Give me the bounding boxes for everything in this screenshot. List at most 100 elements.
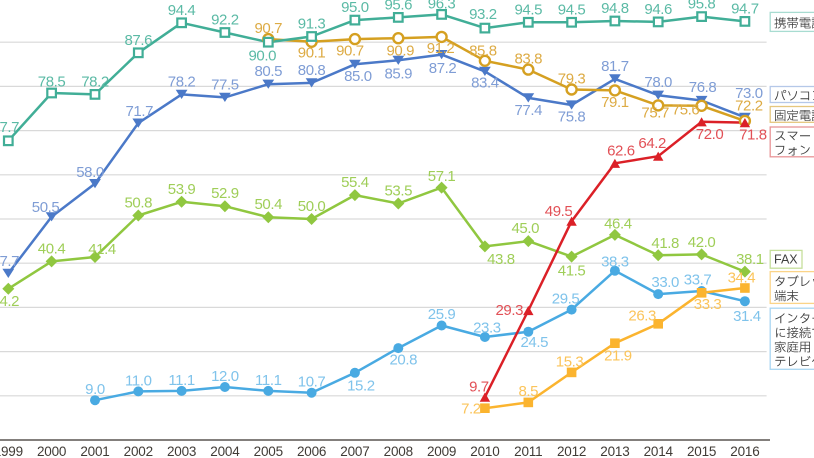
svg-text:12.0: 12.0 (211, 368, 239, 385)
svg-text:40.4: 40.4 (38, 240, 66, 257)
svg-text:80.8: 80.8 (298, 62, 326, 79)
svg-text:94.4: 94.4 (168, 2, 196, 19)
svg-text:2001: 2001 (80, 444, 109, 458)
svg-text:75.6: 75.6 (672, 102, 700, 119)
svg-text:8.5: 8.5 (518, 383, 538, 400)
svg-text:42.0: 42.0 (688, 234, 716, 251)
svg-text:83.8: 83.8 (514, 51, 542, 68)
svg-text:78.2: 78.2 (168, 73, 196, 90)
svg-text:57.1: 57.1 (428, 168, 456, 185)
svg-text:45.0: 45.0 (511, 220, 539, 237)
svg-text:50.4: 50.4 (254, 196, 282, 213)
svg-text:29.3: 29.3 (495, 302, 523, 319)
svg-text:37.7: 37.7 (0, 253, 19, 270)
svg-text:52.9: 52.9 (211, 185, 239, 202)
svg-text:78.5: 78.5 (38, 73, 66, 90)
svg-text:79.1: 79.1 (601, 94, 629, 111)
svg-text:77.5: 77.5 (211, 76, 239, 93)
svg-text:46.4: 46.4 (604, 216, 632, 233)
svg-text:26.3: 26.3 (628, 308, 656, 325)
svg-text:92.2: 92.2 (211, 12, 239, 29)
svg-text:90.7: 90.7 (336, 43, 364, 60)
svg-text:2007: 2007 (340, 444, 369, 458)
svg-text:43.8: 43.8 (487, 251, 515, 268)
svg-text:90.0: 90.0 (248, 48, 276, 65)
svg-text:94.6: 94.6 (644, 1, 672, 18)
svg-text:73.0: 73.0 (735, 85, 763, 102)
svg-text:41.8: 41.8 (651, 235, 679, 252)
svg-text:2014: 2014 (644, 444, 674, 458)
svg-text:95.8: 95.8 (688, 0, 716, 13)
svg-text:50.0: 50.0 (298, 198, 326, 215)
svg-text:90.7: 90.7 (254, 20, 282, 37)
svg-text:34.2: 34.2 (0, 293, 19, 310)
svg-text:2009: 2009 (427, 444, 456, 458)
svg-text:76.8: 76.8 (689, 79, 717, 96)
svg-text:25.9: 25.9 (428, 306, 456, 323)
svg-text:7.2: 7.2 (461, 401, 481, 418)
svg-text:90.1: 90.1 (298, 45, 326, 62)
svg-text:83.4: 83.4 (471, 75, 499, 92)
svg-text:11.0: 11.0 (125, 372, 152, 389)
svg-text:85.8: 85.8 (469, 43, 497, 60)
svg-text:41.4: 41.4 (88, 241, 116, 258)
svg-text:53.9: 53.9 (168, 181, 196, 198)
svg-text:90.9: 90.9 (386, 43, 414, 60)
svg-text:2015: 2015 (687, 444, 716, 458)
svg-text:91.2: 91.2 (427, 40, 455, 57)
svg-text:33.7: 33.7 (684, 272, 712, 289)
svg-text:29.5: 29.5 (552, 291, 580, 308)
svg-text:94.5: 94.5 (558, 1, 586, 18)
svg-text:78.0: 78.0 (644, 74, 672, 91)
svg-text:2008: 2008 (384, 444, 413, 458)
svg-text:58.0: 58.0 (76, 164, 104, 181)
svg-text:23.3: 23.3 (473, 320, 501, 337)
svg-text:38.1: 38.1 (736, 251, 764, 268)
svg-text:2004: 2004 (210, 444, 240, 458)
svg-text:50.5: 50.5 (32, 199, 60, 216)
svg-text:2002: 2002 (124, 444, 153, 458)
svg-text:94.5: 94.5 (514, 1, 542, 18)
svg-text:15.3: 15.3 (556, 354, 584, 371)
svg-text:9.7: 9.7 (469, 379, 489, 396)
svg-text:2000: 2000 (37, 444, 66, 458)
svg-text:72.2: 72.2 (735, 98, 763, 115)
svg-text:64.2: 64.2 (638, 135, 666, 152)
svg-text:2011: 2011 (514, 444, 542, 458)
svg-text:95.0: 95.0 (341, 0, 369, 16)
svg-text:33.3: 33.3 (694, 296, 722, 313)
svg-text:11.1: 11.1 (255, 372, 282, 389)
svg-text:9.0: 9.0 (85, 381, 105, 398)
svg-text:62.6: 62.6 (607, 143, 635, 160)
svg-text:75.8: 75.8 (558, 109, 586, 126)
svg-text:FAX: FAX (774, 253, 798, 267)
svg-text:55.4: 55.4 (341, 174, 369, 191)
svg-text:81.7: 81.7 (601, 58, 629, 75)
svg-text:24.5: 24.5 (520, 334, 548, 351)
svg-text:41.5: 41.5 (558, 263, 586, 280)
svg-text:94.8: 94.8 (601, 0, 629, 17)
svg-text:85.9: 85.9 (384, 66, 412, 83)
svg-text:75.7: 75.7 (641, 105, 669, 122)
svg-text:15.2: 15.2 (347, 378, 375, 395)
svg-text:91.3: 91.3 (298, 16, 326, 33)
svg-text:67.7: 67.7 (0, 119, 19, 136)
svg-text:78.2: 78.2 (81, 73, 109, 90)
svg-text:2010: 2010 (470, 444, 499, 458)
svg-text:71.7: 71.7 (125, 103, 153, 120)
svg-text:53.5: 53.5 (384, 183, 412, 200)
svg-text:20.8: 20.8 (389, 352, 417, 369)
svg-text:31.4: 31.4 (733, 308, 761, 325)
svg-text:95.6: 95.6 (384, 0, 412, 13)
svg-text:10.7: 10.7 (298, 374, 326, 391)
svg-text:71.8: 71.8 (739, 127, 767, 144)
svg-text:77.4: 77.4 (514, 102, 542, 119)
svg-text:21.9: 21.9 (604, 347, 632, 364)
svg-text:87.6: 87.6 (124, 32, 152, 49)
svg-text:2016: 2016 (730, 444, 759, 458)
svg-text:87.2: 87.2 (429, 60, 457, 77)
svg-text:2006: 2006 (297, 444, 326, 458)
svg-text:96.3: 96.3 (428, 0, 456, 13)
svg-text:38.3: 38.3 (601, 254, 629, 271)
svg-text:11.1: 11.1 (168, 372, 195, 389)
